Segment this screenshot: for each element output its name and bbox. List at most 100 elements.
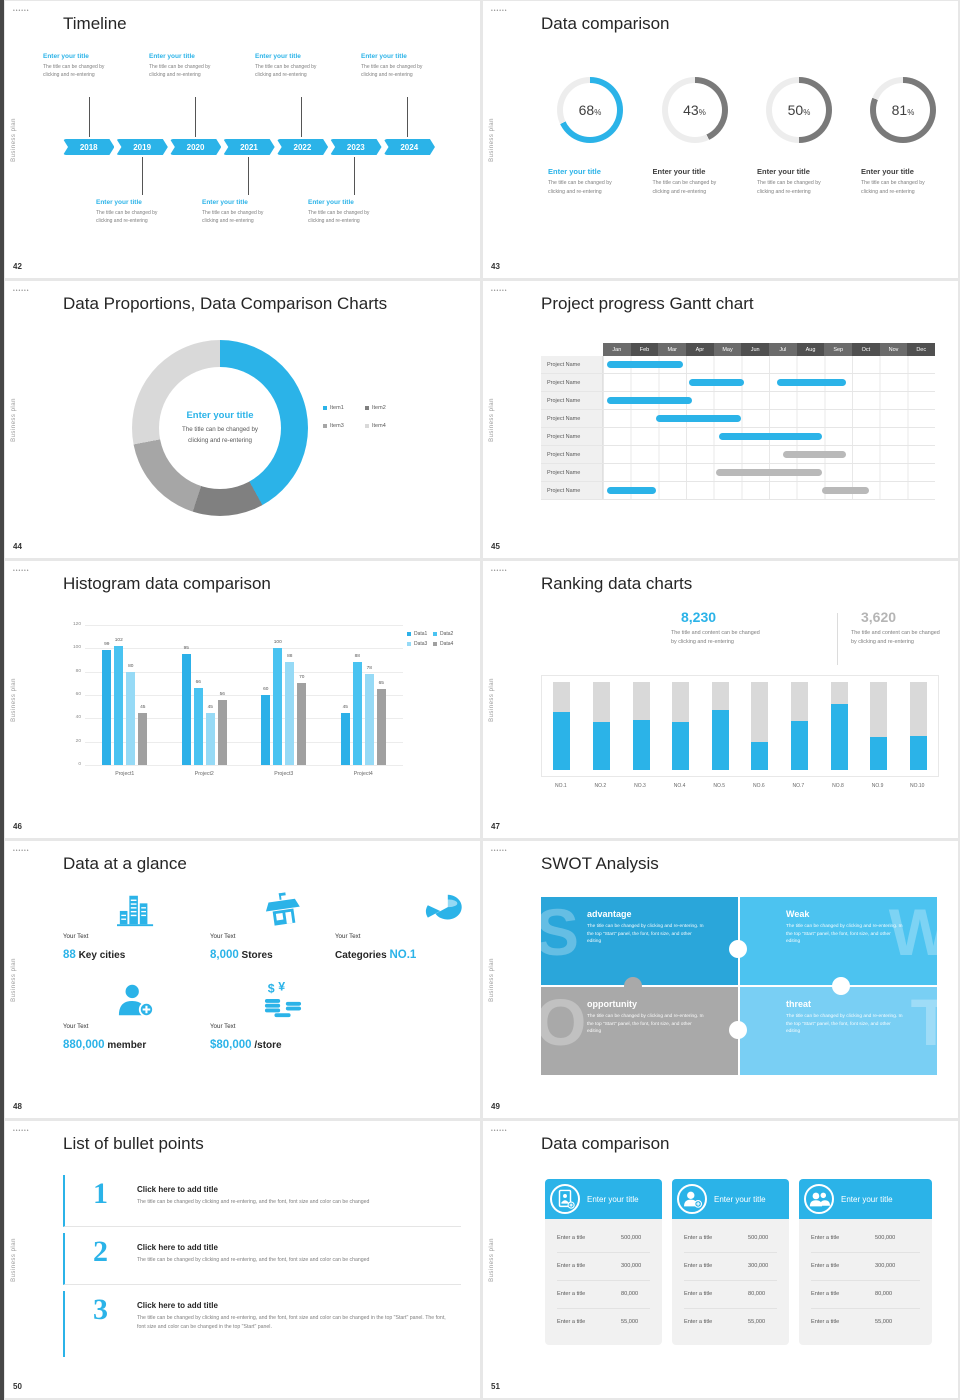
card-row-label: Enter a title	[811, 1319, 840, 1325]
legend-swatch	[323, 424, 327, 428]
swot-watermark-letter: T	[910, 987, 937, 1059]
gantt-row-label: Project Name	[541, 374, 603, 391]
card-row: Enter a title 500,000	[811, 1225, 920, 1253]
card-row-value: 80,000	[748, 1291, 766, 1297]
brand-dots-icon: ••••••	[13, 1128, 30, 1134]
bar	[193, 688, 203, 765]
donut-chart: Enter your title The title can be changed…	[132, 340, 308, 516]
timeline-item-desc: The title can be changed by clicking and …	[255, 64, 317, 78]
gantt-month-cell: Mar	[658, 343, 687, 356]
brand-dots-icon: ••••••	[491, 1128, 508, 1134]
bar-value-label: 56	[219, 691, 225, 697]
ring-title: Enter your title	[548, 167, 601, 176]
bar-value-label: 65	[378, 681, 384, 687]
bar-value-label: 88	[354, 654, 360, 660]
card-row: Enter a title 55,000	[557, 1309, 650, 1337]
gantt-row: Project Name	[541, 428, 935, 446]
ring-title: Enter your title	[652, 167, 706, 176]
timeline-item: Enter your title The title can be changed…	[255, 53, 351, 79]
stat-value: 3,620	[861, 609, 897, 625]
ring-desc: The title can be changed by clicking and …	[548, 180, 612, 195]
legend-item: Data1	[407, 631, 433, 637]
bar-value-label: 80	[128, 663, 134, 669]
glance-item: Your Text Categories NO.1	[335, 891, 470, 973]
progress-ring: 81%	[870, 77, 936, 143]
page-number: 44	[13, 542, 22, 551]
ring-hole: 43%	[667, 83, 722, 137]
page-title: Project progress Gantt chart	[541, 294, 754, 313]
slide-42-timeline[interactable]: •••••• Business plan Timeline 2018 2019 20…	[5, 1, 480, 278]
slide-50-bullets[interactable]: •••••• Business plan List of bullet poin…	[5, 1121, 480, 1398]
ranking-column-fill	[830, 704, 848, 770]
slide-45-gantt[interactable]: •••••• Business plan Project progress Ga…	[483, 281, 958, 558]
bullet-row: 3 Click here to add title The title can be…	[63, 1291, 461, 1357]
connector-line	[142, 157, 143, 195]
bar-value-label: 99	[104, 641, 110, 647]
slide-48-glance[interactable]: •••••• Business plan Data at a glance Yo…	[5, 841, 480, 1118]
ranking-column-track	[711, 682, 729, 770]
timeline-item-title: Enter your title	[361, 53, 407, 60]
ring-caption: Enter your title The title can be changed…	[653, 167, 748, 197]
swot-watermark-letter: S	[541, 897, 580, 969]
bar-value-label: 60	[263, 687, 269, 692]
legend-swatch	[365, 424, 369, 428]
glance-item: Your Text 880,000 member	[63, 981, 198, 1063]
timeline-item-title: Enter your title	[308, 199, 354, 206]
stat-divider	[837, 613, 838, 665]
year-segment: 2023	[330, 139, 381, 155]
ring-desc: The title can be changed by clicking and …	[861, 180, 925, 195]
slide-46-histogram[interactable]: •••••• Business plan Histogram data comp…	[5, 561, 480, 838]
bullet-row: 2 Click here to add title The title can be…	[63, 1233, 461, 1285]
card-row-label: Enter a title	[811, 1263, 840, 1269]
glance-label: Your Text	[63, 933, 89, 940]
bar	[205, 712, 215, 765]
ranking-column-fill	[790, 720, 808, 770]
timeline-year-bar: 2018 2019 2020 2021 2022 2023 2024	[63, 139, 435, 155]
swot-desc: The title can be changed by clicking and…	[587, 924, 704, 945]
svg-text:¥: ¥	[278, 981, 285, 994]
gantt-bar	[607, 487, 656, 494]
card-row: Enter a title 300,000	[557, 1253, 650, 1281]
gantt-row-area	[603, 410, 935, 427]
histogram-chart: 120 100 80 60 40 20 0 99 102 80 45 Project1 95 66 45 56…	[63, 613, 459, 799]
ranking-label: NO.9	[871, 783, 884, 789]
bullet-desc: The title can be changed by clicking and…	[137, 1199, 370, 1205]
slide-43-data-comparison[interactable]: •••••• Business plan Data comparison 68%…	[483, 1, 958, 278]
ring-percent: 68%	[578, 102, 602, 118]
bullet-list: 1 Click here to add title The title can be…	[63, 1175, 461, 1357]
card-row-value: 300,000	[621, 1263, 642, 1269]
timeline-item-title: Enter your title	[202, 199, 248, 206]
legend-label: Item1	[330, 405, 344, 411]
ring-desc: The title can be changed by clicking and …	[757, 180, 821, 195]
left-edge-strip	[0, 0, 4, 1400]
legend-label: Data2	[440, 631, 454, 637]
slide-51-cards[interactable]: •••••• Business plan Data comparison Ent…	[483, 1121, 958, 1398]
slide-47-ranking[interactable]: •••••• Business plan Ranking data charts…	[483, 561, 958, 838]
ring-caption: Enter your title The title can be changed…	[548, 167, 643, 197]
page-number: 49	[491, 1102, 500, 1111]
swot-desc: The title can be changed by clicking and…	[786, 1014, 903, 1035]
gantt-bar	[655, 415, 742, 422]
city-icon	[115, 891, 157, 929]
x-category-label: Project1	[115, 771, 135, 777]
slide-44-proportions[interactable]: •••••• Business plan Data Proportions, D…	[5, 281, 480, 558]
legend-item: Data2	[433, 631, 459, 637]
ranking-label: NO.2	[594, 783, 607, 789]
ranking-column-fill	[553, 711, 571, 770]
puzzle-nub	[729, 1021, 747, 1039]
swot-title: advantage	[587, 909, 632, 919]
glance-value: $80,000 /store	[210, 1039, 282, 1051]
legend-swatch	[407, 642, 411, 646]
legend-label: Data3	[414, 641, 428, 647]
gantt-row: Project Name	[541, 446, 935, 464]
ranking-label: NO.1	[554, 783, 567, 789]
ring-percent: 43%	[683, 102, 706, 118]
ranking-column-fill	[672, 721, 690, 770]
brand-dots-icon: ••••••	[491, 568, 508, 574]
y-tick-label: 40	[75, 715, 81, 721]
gantt-row: Project Name	[541, 374, 935, 392]
coins-icon: $ ¥	[262, 980, 304, 1019]
glance-item: Your Text 88 Key cities	[63, 891, 198, 973]
